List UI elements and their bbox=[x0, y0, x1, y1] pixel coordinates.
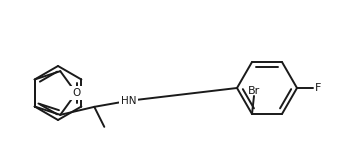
Text: Br: Br bbox=[248, 86, 260, 96]
Text: O: O bbox=[72, 88, 80, 98]
Text: F: F bbox=[315, 83, 321, 93]
Text: HN: HN bbox=[121, 96, 136, 106]
